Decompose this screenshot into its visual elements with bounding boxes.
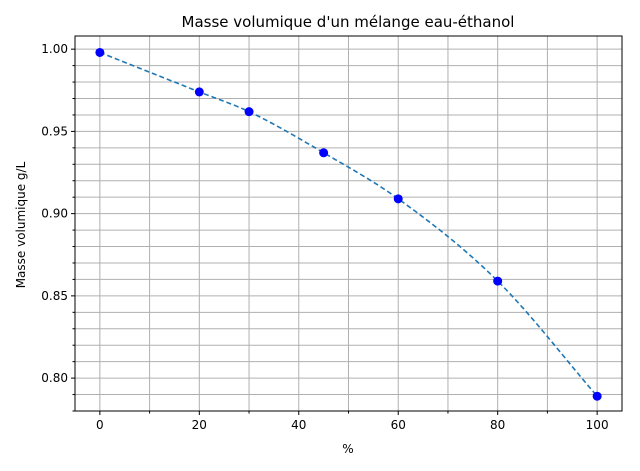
y-axis-label: Masse volumique g/L — [14, 161, 28, 288]
y-tick-label: 0.95 — [41, 124, 68, 138]
y-tick-label: 0.85 — [41, 289, 68, 303]
data-point — [319, 148, 329, 158]
data-point — [493, 276, 503, 286]
data-point — [393, 194, 403, 204]
data-point — [194, 87, 204, 97]
x-tick-label: 40 — [291, 418, 306, 432]
data-point — [244, 107, 254, 117]
data-point — [592, 391, 602, 401]
y-tick-label: 1.00 — [41, 42, 68, 56]
chart-title: Masse volumique d'un mélange eau-éthanol — [182, 13, 515, 31]
y-tick-label: 0.90 — [41, 207, 68, 221]
marker-layer — [95, 47, 602, 401]
x-tick-label: 60 — [391, 418, 406, 432]
data-point — [95, 47, 105, 57]
x-tick-label: 80 — [490, 418, 505, 432]
x-tick-label: 0 — [96, 418, 104, 432]
axes: 0 20 40 60 80 100 0.80 0.85 0.90 0.95 1.00 — [41, 35, 623, 432]
x-tick-label: 20 — [192, 418, 207, 432]
x-axis-label: % — [342, 442, 353, 456]
grid — [75, 36, 622, 412]
y-tick-label: 0.80 — [41, 371, 68, 385]
x-tick-label: 100 — [586, 418, 609, 432]
